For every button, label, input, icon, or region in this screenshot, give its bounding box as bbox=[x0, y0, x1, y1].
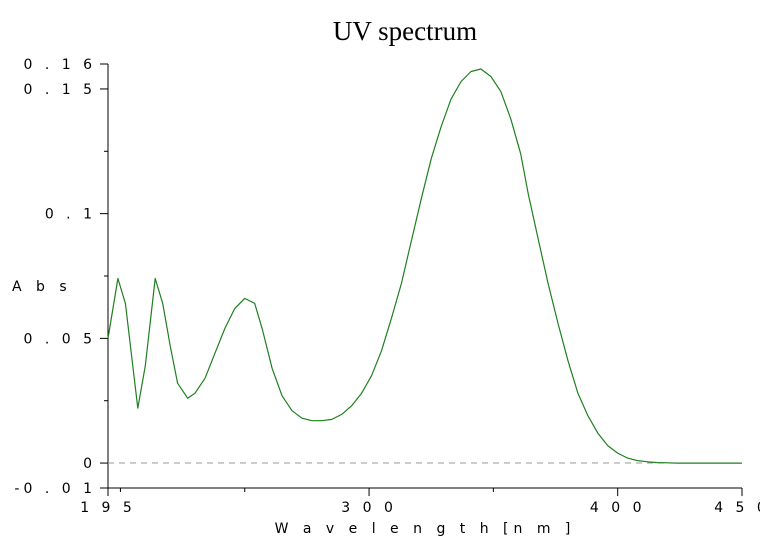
y-tick-label: 0 . 1 bbox=[45, 207, 96, 223]
x-axis-label: W a v e l e n g t h [n m ] bbox=[275, 521, 576, 537]
y-axis-ticks: -0 . 0 1 0 0 . 0 5 0 . 1 0 . 1 5 0 . 1 6 bbox=[14, 57, 108, 497]
x-tick-label: 3 0 0 bbox=[341, 500, 397, 516]
y-tick-label: 0 . 1 6 bbox=[23, 57, 96, 73]
y-tick-label: 0 . 1 5 bbox=[23, 82, 96, 98]
x-axis-ticks: 1 9 5 3 0 0 4 0 0 4 5 0 bbox=[80, 488, 760, 516]
y-tick-label: 0 bbox=[83, 456, 96, 472]
axes bbox=[107, 64, 742, 489]
chart-title: UV spectrum bbox=[333, 16, 477, 46]
y-tick-label: 0 . 0 5 bbox=[23, 331, 96, 347]
y-axis-label: A b s bbox=[12, 279, 72, 295]
y-tick-label: -0 . 0 1 bbox=[14, 481, 96, 497]
x-tick-label: 4 5 0 bbox=[714, 500, 760, 516]
x-tick-label: 1 9 5 bbox=[80, 500, 136, 516]
x-tick-label: 4 0 0 bbox=[590, 500, 646, 516]
series-group bbox=[107, 68, 742, 464]
spectrum-line bbox=[107, 68, 742, 464]
